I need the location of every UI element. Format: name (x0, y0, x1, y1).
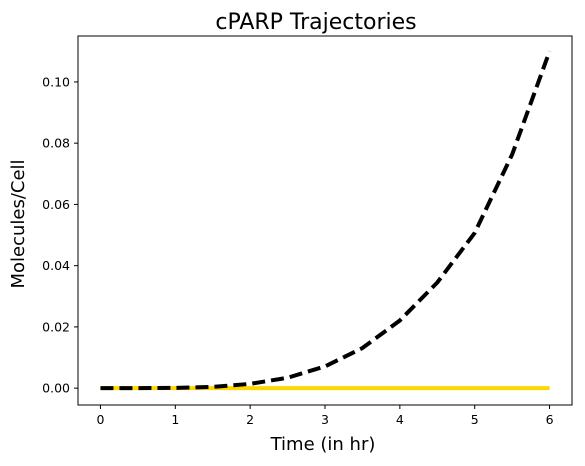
y-tick-label: 0.04 (42, 258, 70, 273)
x-tick-label: 6 (546, 412, 554, 427)
x-axis-label: Time (in hr) (270, 434, 376, 455)
y-tick-label: 0.02 (42, 319, 70, 334)
x-tick-label: 1 (171, 412, 179, 427)
plot-series (100, 50, 552, 391)
axes-frame (77, 35, 573, 406)
chart-title: cPARP Trajectories (215, 10, 416, 35)
y-axis: 0.00 0.02 0.04 0.06 0.08 0.10 (42, 74, 78, 396)
x-tick-label: 5 (471, 412, 479, 427)
y-tick-label: 0.06 (42, 197, 70, 212)
x-axis: 0 1 2 3 4 5 6 (96, 405, 554, 427)
x-tick-label: 0 (96, 412, 104, 427)
y-axis-label: Molecules/Cell (8, 159, 29, 288)
y-tick-label: 0.08 (42, 136, 70, 151)
x-tick-label: 4 (396, 412, 404, 427)
series-line-dashed-black (100, 50, 552, 391)
x-tick-label: 3 (321, 412, 329, 427)
y-tick-label: 0.10 (42, 74, 70, 89)
y-tick-label: 0.00 (42, 381, 70, 396)
x-tick-label: 2 (246, 412, 254, 427)
